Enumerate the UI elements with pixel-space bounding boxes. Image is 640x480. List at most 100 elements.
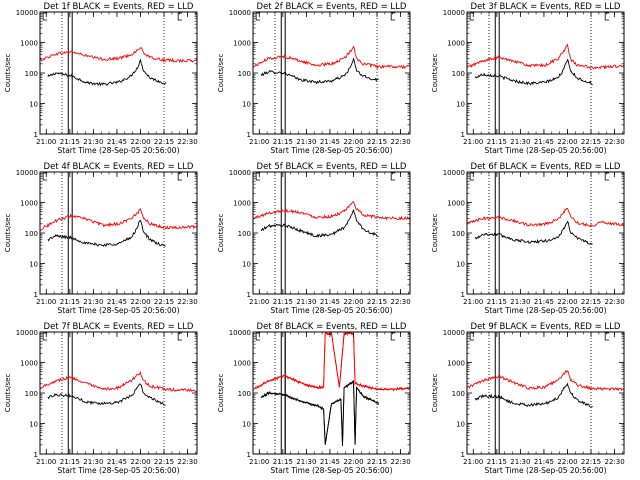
interval-bracket-left: [42, 172, 48, 181]
y-axis-label: Counts/sec: [431, 374, 439, 413]
lld-series-line: [466, 369, 625, 392]
y-tick-label: 10: [456, 421, 465, 429]
x-tick-label: 21:45: [320, 298, 340, 306]
x-tick-label: 21:30: [296, 298, 316, 306]
y-tick-label: 10000: [16, 329, 38, 337]
x-tick-label: 22:15: [367, 138, 387, 146]
x-tick-label: 21:00: [249, 298, 269, 306]
x-tick-label: 21:15: [487, 458, 507, 466]
y-axis-label: Counts/sec: [4, 214, 12, 253]
x-tick-label: 22:15: [581, 298, 601, 306]
x-axis-label: Start Time (28-Sep-05 20:56:00): [58, 146, 180, 155]
x-axis-label: Start Time (28-Sep-05 20:56:00): [271, 466, 393, 475]
x-axis-label: Start Time (28-Sep-05 20:56:00): [58, 306, 180, 315]
y-tick-label: 10000: [229, 169, 251, 177]
y-tick-label: 10000: [16, 9, 38, 17]
y-tick-label: 100: [238, 230, 251, 238]
y-tick-label: 10: [29, 261, 38, 269]
interval-bracket-right: [604, 332, 610, 341]
x-tick-label: 22:00: [130, 138, 150, 146]
x-tick-label: 21:45: [107, 298, 127, 306]
panel-title: Det 6f BLACK = Events, RED = LLD: [471, 162, 621, 172]
lld-series-line: [39, 370, 198, 393]
x-tick-label: 22:30: [604, 138, 624, 146]
interval-bracket-left: [255, 332, 261, 341]
detector-panel-7: Det 7f BLACK = Events, RED = LLD 1 10 100 10…: [4, 322, 198, 475]
x-axis-label: Start Time (28-Sep-05 20:56:00): [271, 146, 393, 155]
plot-frame: [39, 171, 198, 295]
x-tick-label: 21:15: [273, 138, 293, 146]
panel-title: Det 9f BLACK = Events, RED = LLD: [471, 322, 621, 332]
y-tick-label: 100: [25, 230, 38, 238]
panel-title: Det 8f BLACK = Events, RED = LLD: [257, 322, 407, 332]
events-series-line: [260, 58, 379, 85]
y-tick-label: 1000: [20, 360, 38, 368]
x-tick-label: 22:15: [154, 458, 174, 466]
detector-panel-2: Det 2f BLACK = Events, RED = LLD 1 10 100 10…: [217, 2, 411, 155]
plot-frame: [39, 331, 198, 455]
x-tick-label: 22:00: [343, 458, 363, 466]
y-tick-label: 1: [247, 451, 251, 459]
interval-bracket-right: [177, 12, 183, 21]
detector-panel-5: Det 5f BLACK = Events, RED = LLD 1 10 100 10…: [217, 162, 411, 315]
x-axis-label: Start Time (28-Sep-05 20:56:00): [485, 306, 607, 315]
x-tick-label: 21:00: [36, 298, 56, 306]
x-tick-label: 21:00: [249, 458, 269, 466]
x-tick-label: 21:00: [36, 458, 56, 466]
plot-frame: [466, 331, 625, 455]
y-tick-label: 100: [238, 70, 251, 78]
y-tick-label: 100: [25, 70, 38, 78]
panel-title: Det 1f BLACK = Events, RED = LLD: [44, 2, 194, 12]
x-axis-label: Start Time (28-Sep-05 20:56:00): [58, 466, 180, 475]
x-tick-label: 21:00: [463, 138, 483, 146]
x-tick-label: 21:15: [60, 138, 80, 146]
y-tick-label: 100: [25, 390, 38, 398]
panel-title: Det 5f BLACK = Events, RED = LLD: [257, 162, 407, 172]
y-tick-label: 1000: [20, 40, 38, 48]
detector-panel-1: Det 1f BLACK = Events, RED = LLD 1 10 100 10…: [4, 2, 198, 155]
x-tick-label: 22:15: [367, 298, 387, 306]
y-tick-label: 1000: [233, 200, 251, 208]
y-axis-label: Counts/sec: [4, 54, 12, 93]
events-series-line: [47, 59, 167, 87]
y-tick-label: 10: [242, 421, 251, 429]
y-tick-label: 10000: [443, 9, 465, 17]
x-tick-label: 21:15: [273, 458, 293, 466]
y-axis-label: Counts/sec: [431, 214, 439, 253]
x-tick-label: 21:45: [320, 138, 340, 146]
events-series-line: [474, 220, 593, 245]
panel-title: Det 3f BLACK = Events, RED = LLD: [471, 2, 621, 12]
events-series-line: [474, 58, 593, 86]
interval-bracket-left: [255, 172, 261, 181]
y-tick-label: 100: [452, 230, 465, 238]
interval-bracket-right: [177, 172, 183, 181]
interval-bracket-left: [42, 12, 48, 21]
interval-bracket-left: [42, 332, 48, 341]
x-tick-label: 21:00: [463, 298, 483, 306]
x-tick-label: 21:45: [534, 458, 554, 466]
y-tick-label: 1: [461, 131, 465, 139]
lld-series-spikes: [252, 332, 411, 390]
plot-frame: [39, 11, 198, 135]
interval-bracket-right: [177, 332, 183, 341]
y-tick-label: 10000: [443, 329, 465, 337]
x-tick-label: 22:00: [557, 138, 577, 146]
panel-title: Det 7f BLACK = Events, RED = LLD: [44, 322, 194, 332]
x-tick-label: 21:15: [487, 298, 507, 306]
x-axis-label: Start Time (28-Sep-05 20:56:00): [485, 146, 607, 155]
y-tick-label: 1: [34, 131, 38, 139]
lld-series-line: [252, 45, 411, 70]
x-tick-label: 22:00: [130, 298, 150, 306]
y-tick-label: 10: [456, 261, 465, 269]
y-tick-label: 1000: [20, 200, 38, 208]
y-axis-label: Counts/sec: [4, 374, 12, 413]
x-tick-label: 22:30: [177, 298, 197, 306]
y-tick-label: 10: [456, 101, 465, 109]
y-axis-label: Counts/sec: [217, 374, 225, 413]
x-tick-label: 22:30: [177, 458, 197, 466]
y-tick-label: 100: [238, 390, 251, 398]
x-tick-label: 21:45: [107, 458, 127, 466]
x-tick-label: 22:00: [343, 298, 363, 306]
x-tick-label: 21:45: [320, 458, 340, 466]
